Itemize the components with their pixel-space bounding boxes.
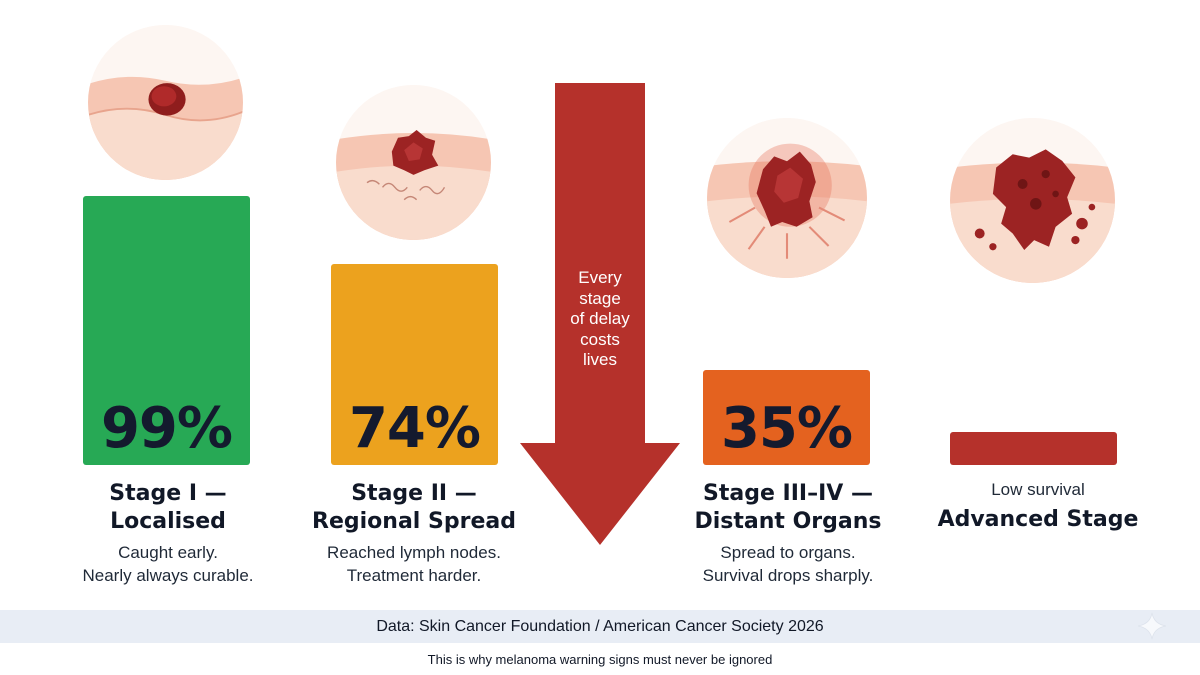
bar-value-label: 35% (720, 396, 853, 461)
bar-stage-2: 74% (331, 264, 498, 465)
bar-stage-3-4: 35% (703, 370, 870, 465)
delay-arrow (520, 83, 680, 545)
stage-2-title: Stage II — Regional Spread (312, 481, 516, 534)
stage-1-description: Caught early. Nearly always curable. (82, 543, 254, 585)
stage-3-lesion-illustration (707, 118, 867, 278)
advanced-lesion-illustration (950, 118, 1115, 283)
bar-stage-1: 99% (83, 196, 250, 465)
footnote: This is why melanoma warning signs must … (427, 652, 773, 667)
arrow-message: Every stage of delay costs lives (570, 268, 630, 369)
stage-2-lesion-illustration (336, 85, 491, 240)
stage-1-lesion-illustration (88, 25, 243, 180)
stage-3-4-title: Stage III–IV — Distant Organs (694, 481, 882, 534)
stage-3-4-description: Spread to organs. Survival drops sharply… (702, 543, 874, 585)
bar-value-label: 74% (348, 396, 481, 461)
advanced-stage-subtitle: Low survival (991, 480, 1085, 499)
stage-2-description: Reached lymph nodes. Treatment harder. (327, 543, 501, 585)
bar-advanced-stage (950, 432, 1117, 465)
source-band: Data: Skin Cancer Foundation / American … (0, 610, 1200, 643)
sparkle-icon (1137, 612, 1167, 640)
advanced-stage-title: Advanced Stage (937, 507, 1139, 532)
stage-1-title: Stage I — Localised (109, 481, 227, 534)
bar-value-label: 99% (100, 396, 233, 461)
source-text: Data: Skin Cancer Foundation / American … (376, 617, 824, 635)
delay-arrow-shape (520, 83, 680, 545)
